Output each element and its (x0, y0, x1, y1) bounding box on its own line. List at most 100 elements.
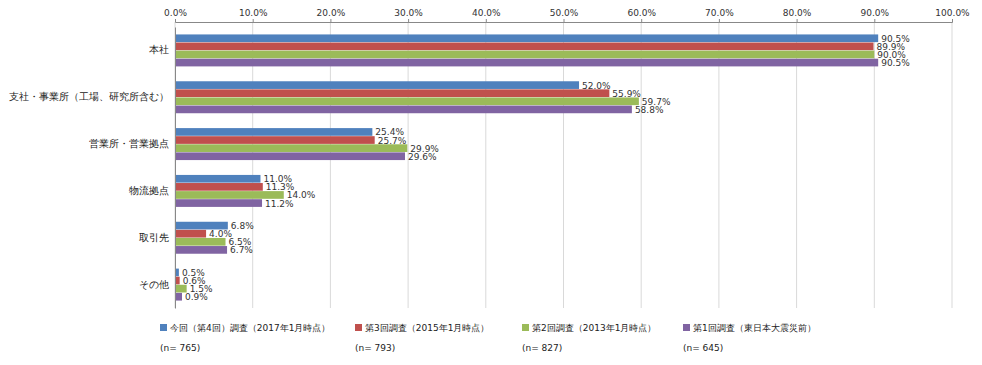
tick: 100.0% (935, 8, 970, 22)
bar (175, 51, 874, 59)
category-label: 支社・事業所（工場、研究所含む） (9, 91, 169, 102)
category-label: その他 (139, 279, 169, 290)
legend-label: 今回（第4回）調査（2017年1月時点） (170, 323, 330, 333)
bar (175, 106, 632, 114)
tick-mark (874, 19, 875, 22)
data-label: 25.7% (378, 136, 407, 146)
tick: 支社・事業所（工場、研究所含む） (9, 91, 175, 102)
bar (175, 293, 182, 301)
bar (175, 144, 407, 152)
y-axis: 本社支社・事業所（工場、研究所含む） 営業所・営業拠点物流拠点取引先その他 (9, 28, 176, 309)
tick-label: 20.0% (317, 8, 346, 18)
bar (175, 230, 206, 238)
bar (175, 97, 639, 105)
tick: 0.0% (164, 8, 187, 22)
tick-label: 60.0% (627, 8, 656, 18)
tick: 営業所・営業拠点 (89, 138, 175, 149)
tick-label: 100.0% (935, 8, 970, 18)
category-label: 取引先 (139, 232, 169, 243)
data-label: 6.8% (231, 221, 254, 231)
tick-mark (330, 19, 331, 22)
tick-mark (719, 19, 720, 22)
tick-mark (797, 19, 798, 22)
legend-swatch (160, 324, 167, 331)
series (175, 34, 878, 276)
series (175, 59, 878, 301)
legend-note: (n= 827) (522, 343, 562, 353)
tick-mark (564, 19, 565, 22)
tick-label: 40.0% (472, 8, 501, 18)
grid (175, 22, 952, 308)
tick-mark (175, 19, 176, 22)
bar (175, 152, 405, 160)
tick: 60.0% (627, 8, 656, 22)
bar (175, 246, 227, 254)
axis-line (176, 19, 953, 23)
tick: 30.0% (394, 8, 423, 22)
bar (175, 183, 263, 191)
bar (175, 34, 878, 42)
legend-item: 第3回調査（2015年1月時点） (n= 793) (355, 323, 489, 353)
grid-line (175, 22, 176, 308)
tick: 80.0% (783, 8, 812, 22)
series (175, 43, 874, 285)
bar (175, 43, 874, 51)
bar (175, 128, 372, 136)
bar (175, 175, 260, 183)
bar (175, 81, 579, 89)
legend-note: (n= 645) (683, 343, 723, 353)
data-label: 58.8% (635, 105, 664, 115)
series (175, 51, 874, 293)
bar (175, 199, 262, 207)
tick-mark (952, 19, 953, 22)
tick: 90.0% (861, 8, 890, 22)
legend-swatch (522, 324, 529, 331)
tick: 40.0% (472, 8, 501, 22)
tick-label: 50.0% (550, 8, 579, 18)
chart: 90.5%52.0%25.4%11.0%6.8%0.5%89.9%55.9%25… (0, 0, 982, 365)
data-label: 6.7% (230, 245, 253, 255)
legend-swatch (355, 324, 362, 331)
category-label: 本社 (149, 44, 169, 55)
data-label: 55.9% (612, 89, 641, 99)
grid-line (952, 22, 953, 308)
legend-label: 第3回調査（2015年1月時点） (365, 323, 489, 333)
data-label: 52.0% (582, 81, 611, 91)
tick: 本社 (149, 44, 175, 55)
tick: 10.0% (239, 8, 268, 22)
legend-swatch (683, 324, 690, 331)
tick: 物流拠点 (129, 185, 175, 196)
tick-mark (408, 19, 409, 22)
tick-label: 10.0% (239, 8, 268, 18)
tick-mark (486, 19, 487, 22)
x-axis: 0.0% 10.0% 20.0% 30.0% 40.0% 50.0% 60.0% 70.0% 8… (164, 8, 970, 23)
data-labels: 90.5%52.0%25.4%11.0%6.8%0.5%89.9%55.9%25… (182, 34, 910, 302)
tick: 20.0% (317, 8, 346, 22)
tick-mark (641, 19, 642, 22)
tick-label: 30.0% (394, 8, 423, 18)
category-label: 営業所・営業拠点 (89, 138, 169, 149)
data-label: 29.6% (408, 152, 437, 162)
data-label: 11.2% (265, 199, 294, 209)
legend-label: 第2回調査（2013年1月時点） (532, 323, 656, 333)
legend-item: 第1回調査（東日本大震災前） (n= 645) (683, 323, 816, 353)
tick-label: 80.0% (783, 8, 812, 18)
bar (175, 59, 878, 67)
legend-note: (n= 793) (355, 343, 395, 353)
tick: 70.0% (705, 8, 734, 22)
axis-line (175, 28, 176, 309)
tick-label: 90.0% (861, 8, 890, 18)
category-label: 物流拠点 (129, 185, 169, 196)
data-label: 0.9% (185, 292, 208, 302)
legend: 今回（第4回）調査（2017年1月時点）(n= 765) 第3回調査（2015年1… (160, 323, 816, 353)
legend-item: 今回（第4回）調査（2017年1月時点）(n= 765) (160, 323, 330, 353)
data-label: 90.5% (881, 58, 910, 68)
tick: 取引先 (139, 232, 175, 243)
bar (175, 89, 609, 97)
legend-label: 第1回調査（東日本大震災前） (693, 323, 816, 333)
tick: 50.0% (550, 8, 579, 22)
bars (175, 34, 878, 300)
tick-label: 0.0% (164, 8, 187, 18)
tick-mark (253, 19, 254, 22)
tick-label: 70.0% (705, 8, 734, 18)
